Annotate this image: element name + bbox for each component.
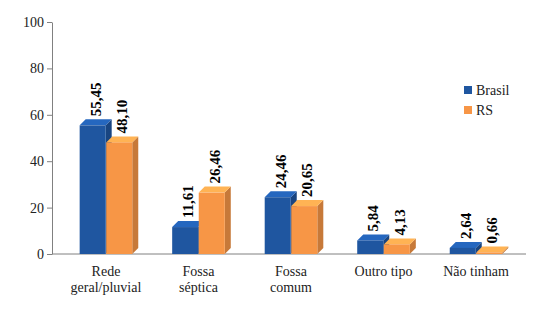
bar bbox=[476, 246, 508, 254]
legend-label: Brasil bbox=[476, 83, 510, 98]
y-tick-mark bbox=[47, 254, 52, 255]
y-tick: 60 bbox=[30, 108, 52, 123]
y-tick-mark bbox=[47, 161, 52, 162]
bar bbox=[106, 136, 138, 254]
bar bbox=[384, 238, 416, 254]
y-tick-label: 100 bbox=[23, 15, 44, 30]
data-label: 5,84 bbox=[365, 205, 381, 232]
series bbox=[106, 136, 508, 254]
y-axis: 0 20 40 60 80 100 bbox=[23, 15, 53, 262]
plot-area bbox=[80, 119, 509, 254]
bar-top bbox=[291, 200, 323, 206]
y-tick: 20 bbox=[30, 201, 52, 216]
x-tick-label: Outro tipo bbox=[355, 264, 413, 279]
x-tick-label: Fossaséptica bbox=[179, 264, 219, 295]
y-tick-mark bbox=[47, 68, 52, 69]
bar-side bbox=[317, 200, 323, 254]
y-tick: 80 bbox=[30, 61, 52, 76]
bar-top bbox=[450, 242, 482, 248]
y-tick: 0 bbox=[37, 247, 52, 262]
bar-front bbox=[80, 125, 106, 254]
y-tick: 100 bbox=[23, 15, 52, 30]
bar-side bbox=[225, 187, 231, 254]
bar bbox=[291, 200, 323, 254]
data-label: 48,10 bbox=[114, 100, 130, 134]
bar-side bbox=[132, 136, 138, 254]
x-tick-label: Redegeral/pluvial bbox=[71, 264, 142, 295]
bar-front bbox=[384, 244, 410, 254]
data-label: 11,61 bbox=[180, 185, 196, 218]
data-label: 2,64 bbox=[458, 212, 474, 239]
bar-top bbox=[199, 187, 231, 193]
bar-top bbox=[265, 191, 297, 197]
y-tick-label: 0 bbox=[37, 247, 44, 262]
y-tick: 40 bbox=[30, 154, 52, 169]
series bbox=[80, 119, 482, 254]
bar-front bbox=[265, 197, 291, 254]
y-tick-mark bbox=[47, 208, 52, 209]
legend-item: RS bbox=[464, 103, 493, 118]
x-tick: Não tinham bbox=[443, 254, 509, 279]
data-label: 26,46 bbox=[207, 149, 223, 183]
x-tick-label: Não tinham bbox=[443, 264, 509, 279]
y-axis-line bbox=[52, 23, 53, 255]
bar-front bbox=[450, 248, 476, 254]
bar-top bbox=[384, 238, 416, 244]
chart: 0 20 40 60 80 100 Redegeral/pluvial Fossaséptic… bbox=[0, 0, 538, 310]
y-tick-label: 60 bbox=[30, 108, 44, 123]
bar-top bbox=[476, 246, 508, 252]
legend-label: RS bbox=[476, 103, 493, 118]
bar-front bbox=[172, 227, 198, 254]
y-tick-label: 40 bbox=[30, 154, 44, 169]
data-labels: 55,45 11,61 24,46 5,84 2,64 48,10 26,46 20,65 4,… bbox=[88, 83, 501, 244]
x-tick: Fossacomum bbox=[270, 254, 312, 295]
data-label: 4,13 bbox=[392, 209, 408, 235]
y-tick-label: 20 bbox=[30, 201, 44, 216]
y-tick-mark bbox=[47, 22, 52, 23]
bar-top bbox=[106, 136, 138, 142]
x-tick: Fossaséptica bbox=[179, 254, 219, 295]
x-axis: Redegeral/pluvial Fossaséptica Fossacomum O… bbox=[52, 254, 526, 295]
data-label: 20,65 bbox=[299, 163, 315, 197]
bar-top bbox=[80, 119, 112, 125]
data-label: 0,66 bbox=[484, 217, 500, 244]
y-tick-mark bbox=[47, 115, 52, 116]
x-tick: Outro tipo bbox=[355, 254, 413, 279]
data-label: 55,45 bbox=[88, 83, 104, 117]
x-tick: Redegeral/pluvial bbox=[71, 254, 142, 295]
data-label: 24,46 bbox=[273, 154, 289, 188]
bar-front bbox=[357, 240, 383, 254]
x-tick-label: Fossacomum bbox=[270, 264, 312, 295]
bar bbox=[199, 187, 231, 254]
legend-swatch bbox=[464, 106, 472, 114]
bar-top bbox=[357, 234, 389, 240]
y-tick-label: 80 bbox=[30, 61, 44, 76]
bar-front bbox=[476, 252, 502, 254]
legend: Brasil RS bbox=[464, 83, 510, 118]
bar-front bbox=[291, 206, 317, 254]
legend-swatch bbox=[464, 86, 472, 94]
bar-front bbox=[106, 142, 132, 254]
legend-item: Brasil bbox=[464, 83, 510, 98]
bar-front bbox=[199, 193, 225, 254]
